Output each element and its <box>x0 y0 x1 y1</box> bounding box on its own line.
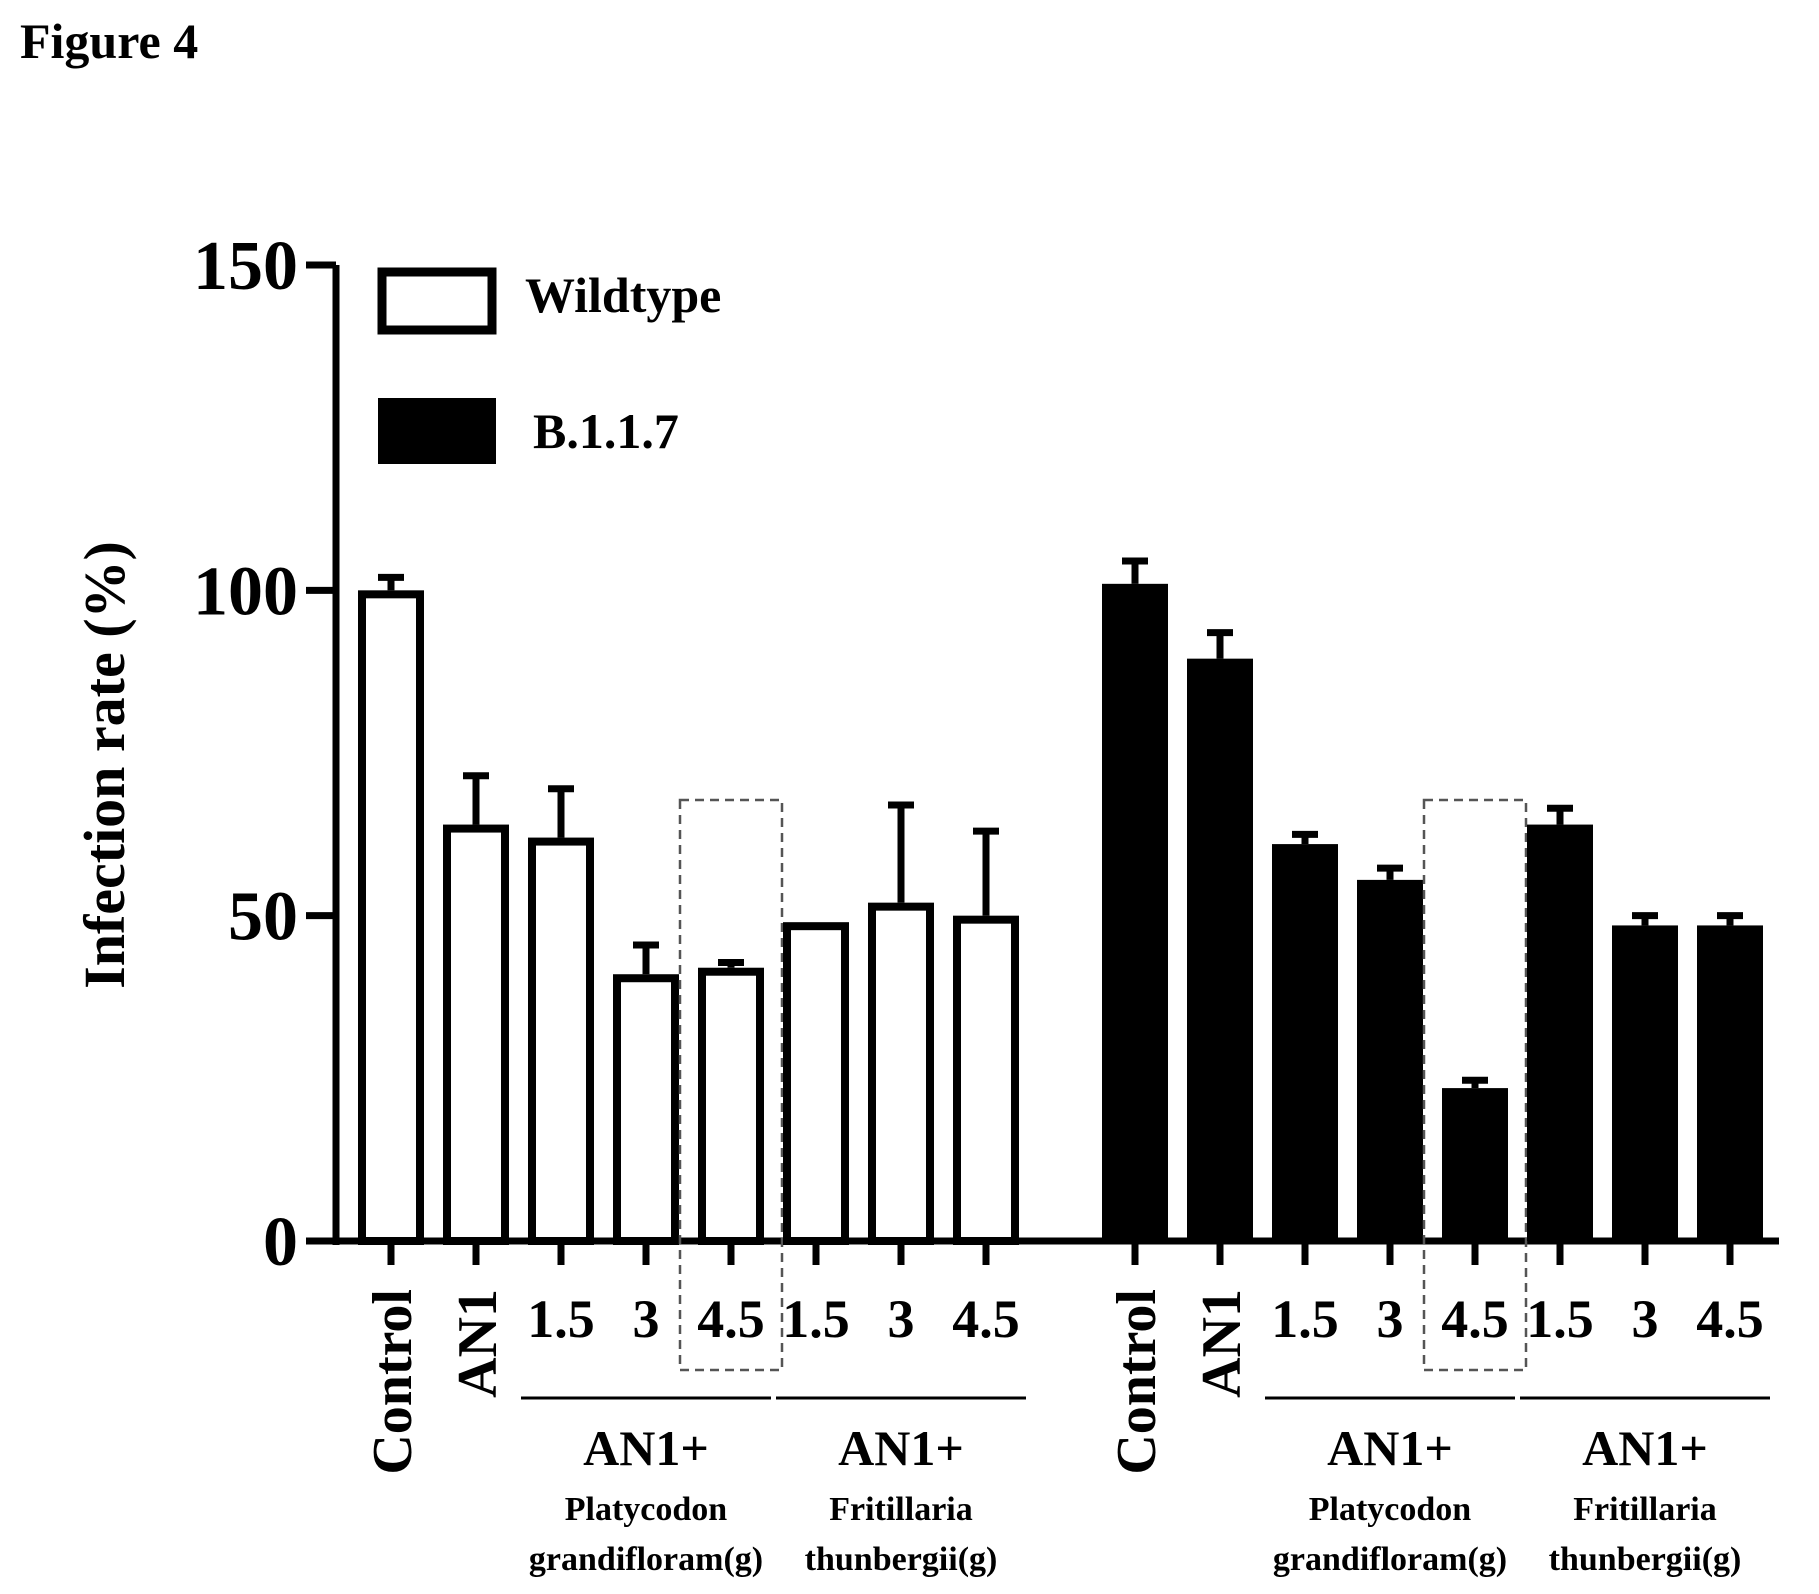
subgroup-prefix: AN1+ <box>1327 1420 1453 1476</box>
x-tick-label: 4.5 <box>1696 1289 1764 1349</box>
y-axis-label: Infection rate (%) <box>72 541 137 989</box>
subgroup-name-line1: Platycodon <box>565 1491 728 1528</box>
subgroup-prefix: AN1+ <box>838 1420 964 1476</box>
subgroup-name-line2: thunbergii(g) <box>1549 1541 1742 1578</box>
x-tick-label: 3 <box>1632 1289 1659 1349</box>
x-tick-labels: Control AN1 1.5 3 4.5 1.5 3 4.5 Control AN1 1.5 3 4.… <box>362 1289 1764 1475</box>
bar-b117 <box>1357 879 1423 1241</box>
subgroup-name-line1: Fritillaria <box>1573 1491 1717 1528</box>
bar-wildtype <box>953 915 1019 1246</box>
subgroup-name-line1: Platycodon <box>1309 1491 1472 1528</box>
y-tick-label: 50 <box>228 879 298 956</box>
x-tick-label: 4.5 <box>952 1289 1020 1349</box>
bar-wildtype <box>613 974 679 1246</box>
y-ticks: 0 50 100 150 <box>193 228 336 1281</box>
bar-wildtype <box>868 902 934 1245</box>
x-tick-label: 3 <box>633 1289 660 1349</box>
legend-label-b117: B.1.1.7 <box>533 403 679 459</box>
subgroup-name-line2: grandifloram(g) <box>1273 1541 1507 1578</box>
legend-label-wildtype: Wildtype <box>525 267 721 323</box>
x-tick-label: AN1 <box>1191 1289 1253 1398</box>
bar-wildtype <box>698 967 764 1245</box>
legend: Wildtype B.1.1.7 <box>377 267 721 464</box>
bar-b117 <box>1442 1088 1508 1241</box>
x-tick-label: 1.5 <box>1526 1289 1594 1349</box>
figure-label: Figure 4 <box>20 13 198 69</box>
y-tick-label: 100 <box>193 553 298 630</box>
x-tick-label: 1.5 <box>527 1289 595 1349</box>
bar-wildtype <box>528 837 594 1245</box>
bar-b117 <box>1187 658 1253 1241</box>
x-tick-label: Control <box>1106 1289 1168 1475</box>
bar-b117 <box>1102 583 1168 1241</box>
bar-wildtype <box>443 824 509 1245</box>
x-tick-label: 3 <box>1377 1289 1404 1349</box>
x-tick-label: 3 <box>888 1289 915 1349</box>
x-tick-label: Control <box>362 1289 424 1475</box>
x-tick-label: 4.5 <box>1441 1289 1509 1349</box>
subgroup-name-line2: thunbergii(g) <box>805 1541 998 1578</box>
x-tick-label: 1.5 <box>1271 1289 1339 1349</box>
bar-b117 <box>1527 824 1593 1241</box>
subgroup-prefix: AN1+ <box>1582 1420 1708 1476</box>
x-tick-label: 4.5 <box>697 1289 765 1349</box>
bar-wildtype <box>358 590 424 1245</box>
subgroup-name-line1: Fritillaria <box>829 1491 973 1528</box>
bars <box>358 557 1763 1372</box>
highlight-box <box>678 798 784 1372</box>
y-tick-label: 150 <box>193 228 298 305</box>
highlight-box <box>1422 798 1528 1372</box>
subgroup-prefix: AN1+ <box>583 1420 709 1476</box>
x-tick-label: AN1 <box>447 1289 509 1398</box>
bar-b117 <box>1272 844 1338 1241</box>
subgroup-name-line2: grandifloram(g) <box>529 1541 763 1578</box>
legend-swatch-b117 <box>378 398 496 464</box>
legend-swatch-wildtype <box>377 267 497 335</box>
y-tick-label: 0 <box>263 1204 298 1281</box>
x-tick-label: 1.5 <box>782 1289 850 1349</box>
group-labels: AN1+ Platycodon grandifloram(g) AN1+ Fritill… <box>521 1396 1770 1578</box>
bar-b117 <box>1697 925 1763 1241</box>
bar-b117 <box>1612 925 1678 1241</box>
bar-wildtype <box>783 922 849 1245</box>
